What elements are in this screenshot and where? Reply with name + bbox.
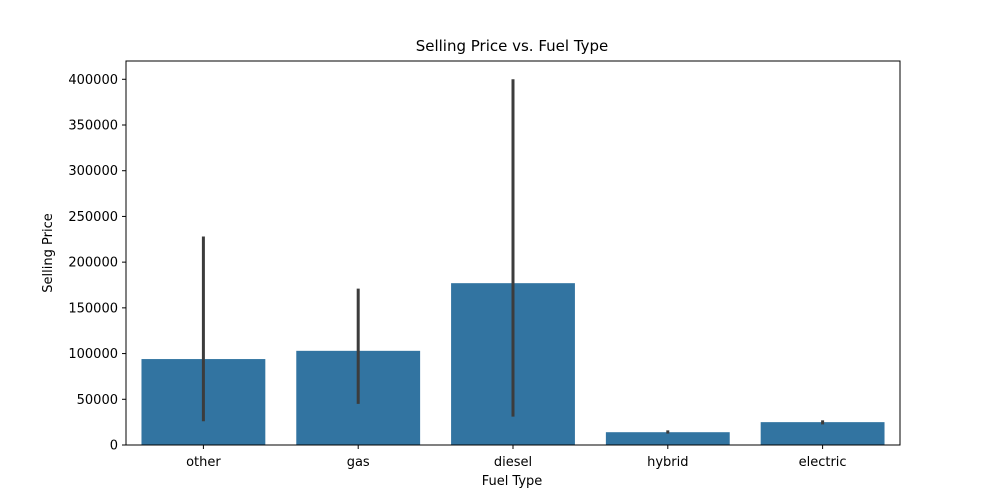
errorbars-group [201,79,825,434]
y-tick-label: 200000 [68,256,118,271]
y-tick-label: 50000 [77,393,118,408]
x-tick-label-hybrid: hybrid [647,455,688,470]
x-axis: other gas diesel hybrid electric [186,445,847,470]
y-tick-label: 250000 [68,210,118,225]
y-tick-label: 0 [110,439,118,454]
x-tick-label-electric: electric [799,455,847,470]
x-tick-label-gas: gas [347,455,370,470]
bar-hybrid [605,432,730,445]
x-tick-label-other: other [186,455,221,470]
x-tick-label-diesel: diesel [494,455,532,470]
y-tick-label: 150000 [68,301,118,316]
y-axis-label: Selling Price [41,213,56,292]
y-tick-label: 400000 [68,73,118,88]
chart-title: Selling Price vs. Fuel Type [416,37,609,55]
y-tick-label: 100000 [68,347,118,362]
y-tick-label: 300000 [68,164,118,179]
y-tick-label: 350000 [68,119,118,134]
bar-electric [760,422,885,445]
x-axis-label: Fuel Type [482,474,543,489]
y-axis: 0 50000 100000 150000 200000 250000 300000 3500… [68,73,126,454]
